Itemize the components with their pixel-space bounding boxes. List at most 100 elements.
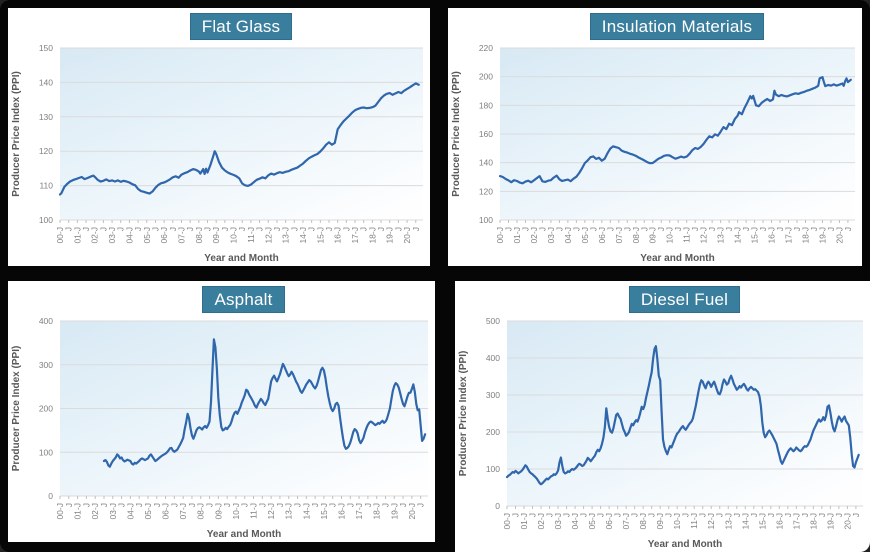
svg-text:13-J: 13-J	[723, 513, 733, 530]
svg-text:09-J: 09-J	[655, 513, 665, 530]
svg-text:J: J	[310, 503, 320, 507]
svg-text:0: 0	[48, 491, 53, 501]
svg-text:J: J	[411, 227, 421, 231]
flat-glass-line-chart: 10011012013014015000-JJ01-JJ02-JJ03-JJ04…	[11, 43, 423, 264]
svg-text:06-J: 06-J	[161, 503, 171, 520]
svg-text:08-J: 08-J	[631, 227, 641, 244]
svg-text:400: 400	[486, 353, 500, 363]
svg-text:J: J	[707, 227, 717, 231]
svg-text:15-J: 15-J	[757, 513, 767, 530]
svg-text:02-J: 02-J	[529, 227, 539, 244]
svg-text:J: J	[133, 227, 143, 231]
svg-text:J: J	[698, 513, 708, 517]
svg-text:120: 120	[39, 146, 53, 156]
svg-text:18-J: 18-J	[367, 227, 377, 244]
svg-text:17-J: 17-J	[354, 503, 364, 520]
svg-text:17-J: 17-J	[791, 513, 801, 530]
flat-glass-panel: Flat Glass 100 110 120 130 140 150 00-J J 01-J J 0…	[8, 8, 430, 266]
svg-text:01-J: 01-J	[72, 227, 82, 244]
svg-text:14-J: 14-J	[740, 513, 750, 530]
svg-text:J: J	[289, 227, 299, 231]
svg-text:J: J	[537, 227, 547, 231]
svg-text:07-J: 07-J	[614, 227, 624, 244]
svg-text:15-J: 15-J	[319, 503, 329, 520]
svg-text:J: J	[783, 513, 793, 517]
svg-text:J: J	[416, 503, 426, 507]
svg-text:J: J	[81, 503, 91, 507]
svg-text:J: J	[690, 227, 700, 231]
svg-text:16-J: 16-J	[336, 503, 346, 520]
svg-text:J: J	[732, 513, 742, 517]
svg-text:180: 180	[479, 100, 493, 110]
svg-text:130: 130	[39, 112, 53, 122]
svg-text:05-J: 05-J	[143, 503, 153, 520]
svg-text:18-J: 18-J	[800, 227, 810, 244]
svg-text:16-J: 16-J	[774, 513, 784, 530]
svg-text:J: J	[579, 513, 589, 517]
svg-text:11-J: 11-J	[689, 513, 699, 529]
svg-text:15-J: 15-J	[315, 227, 325, 244]
svg-text:J: J	[168, 227, 178, 231]
svg-text:04-J: 04-J	[125, 503, 135, 520]
svg-text:J: J	[596, 513, 606, 517]
insulation-materials-panel: Insulation Materials 100 120 140 160 180 200 2…	[448, 8, 862, 266]
chart-title-asphalt: Asphalt	[202, 286, 285, 314]
svg-text:J: J	[240, 503, 250, 507]
chart-title-row: Asphalt	[8, 281, 435, 316]
svg-text:09-J: 09-J	[211, 227, 221, 244]
svg-text:J: J	[328, 503, 338, 507]
svg-text:J: J	[293, 503, 303, 507]
svg-text:300: 300	[39, 360, 53, 370]
svg-text:15-J: 15-J	[750, 227, 760, 244]
svg-text:03-J: 03-J	[553, 513, 563, 530]
svg-text:J: J	[724, 227, 734, 231]
svg-text:100: 100	[479, 215, 493, 225]
svg-text:02-J: 02-J	[536, 513, 546, 530]
svg-text:J: J	[345, 503, 355, 507]
svg-text:200: 200	[39, 404, 53, 414]
svg-text:J: J	[639, 227, 649, 231]
svg-text:J: J	[99, 503, 109, 507]
chart-title-row: Flat Glass	[8, 8, 430, 43]
svg-text:J: J	[255, 227, 265, 231]
chart-title-row: Diesel Fuel	[455, 281, 870, 316]
svg-text:06-J: 06-J	[597, 227, 607, 244]
svg-text:07-J: 07-J	[178, 503, 188, 520]
svg-text:J: J	[150, 227, 160, 231]
svg-text:J: J	[528, 513, 538, 517]
svg-text:J: J	[800, 513, 810, 517]
svg-text:04-J: 04-J	[570, 513, 580, 530]
diesel-fuel-panel: Diesel Fuel 0 100 200 300 400 500 00-J J 01-J J 02…	[455, 281, 870, 552]
svg-text:J: J	[681, 513, 691, 517]
svg-text:01-J: 01-J	[73, 503, 83, 520]
svg-text:J: J	[117, 503, 127, 507]
svg-text:18-J: 18-J	[808, 513, 818, 530]
svg-text:09-J: 09-J	[648, 227, 658, 244]
svg-text:J: J	[98, 227, 108, 231]
svg-text:J: J	[81, 227, 91, 231]
svg-text:J: J	[272, 227, 282, 231]
svg-text:J: J	[749, 513, 759, 517]
chart-title-flat-glass: Flat Glass	[189, 13, 293, 41]
svg-text:J: J	[656, 227, 666, 231]
svg-text:10-J: 10-J	[665, 227, 675, 244]
svg-text:20-J: 20-J	[402, 227, 412, 244]
svg-text:200: 200	[486, 427, 500, 437]
svg-text:J: J	[613, 513, 623, 517]
svg-text:J: J	[554, 227, 564, 231]
svg-text:J: J	[792, 227, 802, 231]
svg-text:09-J: 09-J	[213, 503, 223, 520]
asphalt-panel: Asphalt 0 100 200 300 400 00-J J 01-J J 02-J J 03-J…	[8, 281, 435, 542]
svg-text:300: 300	[486, 390, 500, 400]
svg-text:13-J: 13-J	[284, 503, 294, 520]
svg-text:10-J: 10-J	[672, 513, 682, 530]
svg-text:06-J: 06-J	[604, 513, 614, 530]
svg-text:19-J: 19-J	[817, 227, 827, 244]
svg-text:J: J	[741, 227, 751, 231]
svg-text:19-J: 19-J	[825, 513, 835, 530]
svg-text:J: J	[503, 227, 513, 231]
svg-text:18-J: 18-J	[372, 503, 382, 520]
svg-text:J: J	[393, 227, 403, 231]
svg-text:11-J: 11-J	[246, 227, 256, 243]
svg-text:07-J: 07-J	[621, 513, 631, 530]
